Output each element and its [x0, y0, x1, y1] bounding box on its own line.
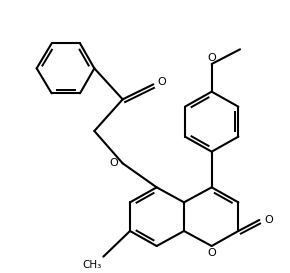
Text: O: O — [109, 158, 118, 168]
Text: CH₃: CH₃ — [82, 260, 101, 270]
Text: O: O — [157, 77, 166, 87]
Text: O: O — [264, 215, 273, 225]
Text: O: O — [207, 248, 216, 258]
Text: O: O — [207, 53, 216, 63]
